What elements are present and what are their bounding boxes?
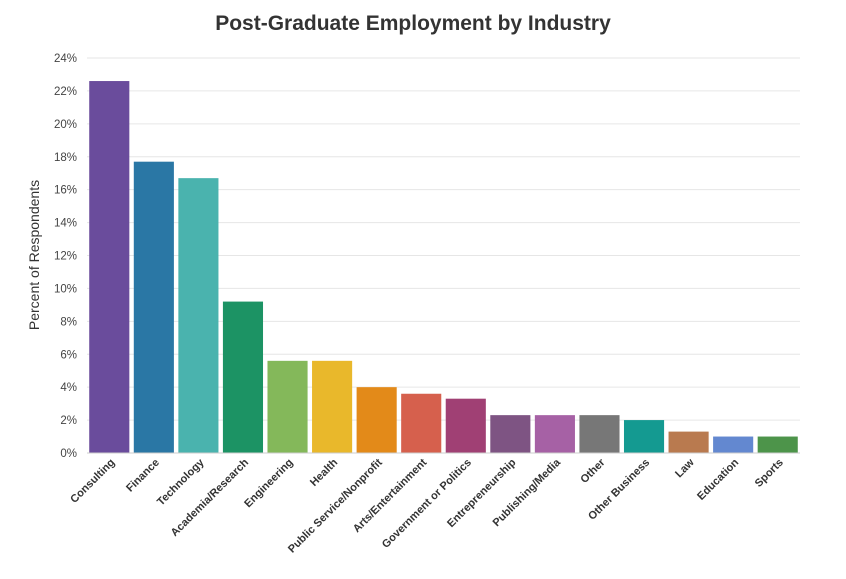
x-tick-label: Finance — [124, 457, 162, 495]
y-axis-label: Percent of Respondents — [26, 180, 42, 330]
bar[interactable]: Entrepreneurship: 2.3% — [490, 415, 531, 453]
bar[interactable]: Engineering: 5.6% — [267, 360, 308, 453]
y-tick-label: 10% — [54, 283, 77, 295]
y-tick-label: 0% — [60, 448, 77, 460]
y-tick-label: 18% — [54, 152, 77, 164]
bars: Consulting: 22.6%Finance: 17.7%Technolog… — [89, 81, 798, 454]
y-tick-label: 14% — [54, 218, 77, 230]
y-axis-ticks: 0% 2% 4% 6% 8% 10% 12% 14% 16% 18% 20% 22% 24% — [54, 53, 77, 460]
bar[interactable]: Sports: 1% — [757, 436, 798, 453]
bar[interactable]: Arts/Entertainment: 3.6% — [401, 393, 442, 453]
bar[interactable]: Publishing/Media: 2.3% — [534, 415, 575, 453]
x-axis-ticks: Consulting FinanceTechnologyAcademia/Rese… — [68, 456, 786, 555]
bar[interactable]: Finance: 17.7% — [133, 161, 174, 453]
bar[interactable]: Consulting: 22.6% — [89, 81, 130, 454]
y-tick-label: 8% — [60, 316, 77, 328]
x-tick-label: Other — [578, 456, 608, 486]
x-tick-label: Consulting — [68, 457, 117, 506]
y-tick-label: 24% — [54, 53, 77, 65]
y-tick-label: 6% — [60, 349, 77, 361]
bar[interactable]: Law: 1.3% — [668, 431, 709, 453]
bar[interactable]: Other: 2.3% — [579, 415, 620, 453]
bar[interactable]: Other Business: 2% — [623, 420, 665, 453]
x-tick-label: Government or Politics — [380, 457, 474, 551]
bar[interactable]: Technology: 16.7% — [178, 178, 219, 454]
bar[interactable]: Health: 5.6% — [312, 360, 353, 453]
x-tick-label: Academia/Research — [169, 456, 252, 539]
bar[interactable]: Education: 1% — [713, 436, 754, 453]
y-tick-label: 2% — [60, 415, 77, 427]
y-tick-label: 16% — [54, 185, 77, 197]
bar[interactable]: Academia/Research: 9.2% — [222, 301, 264, 453]
x-tick-label: Public Service/Nonprofit — [286, 456, 385, 555]
y-tick-label: 22% — [54, 86, 77, 98]
chart-title: Post-Graduate Employment by Industry — [215, 12, 611, 35]
x-tick-label: Sports — [753, 457, 786, 490]
bar[interactable]: Public Service/Nonprofit: 4% — [356, 387, 397, 453]
y-tick-label: 20% — [54, 119, 77, 131]
bar[interactable]: Government or Politics: 3.3% — [445, 398, 486, 453]
y-tick-label: 12% — [54, 251, 77, 263]
x-tick-label: Education — [695, 456, 741, 502]
x-tick-label: Law — [673, 456, 697, 480]
x-tick-label: Arts/Entertainment — [351, 456, 430, 535]
y-tick-label: 4% — [60, 382, 77, 394]
x-tick-label: Health — [308, 456, 340, 488]
